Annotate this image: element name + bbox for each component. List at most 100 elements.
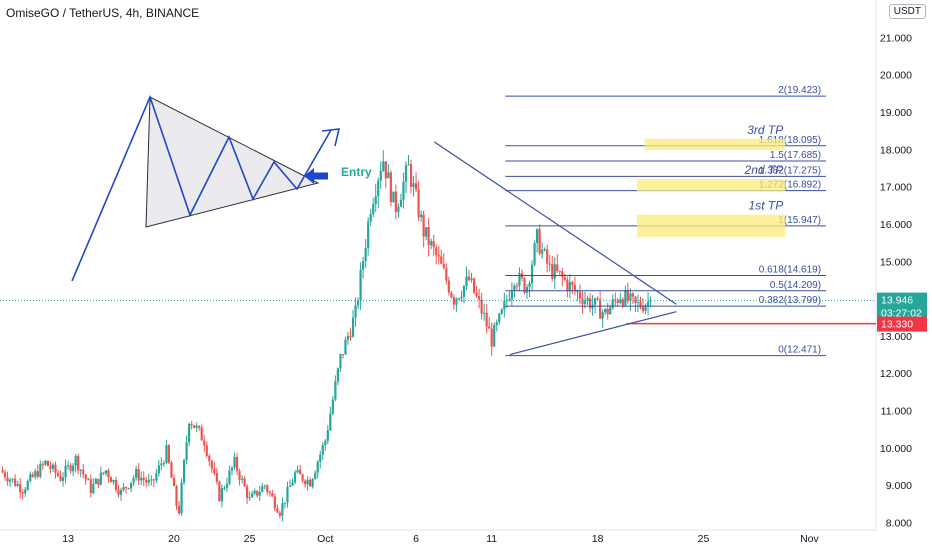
candle-body [404,165,408,182]
candle-body [215,473,218,482]
current-price-label: 13.946 [881,295,913,307]
candle-body [137,469,140,481]
candle-body [593,298,597,305]
candle-body [160,463,163,466]
candle-body [601,312,604,319]
candle-body [422,214,425,237]
candle-body [334,381,337,400]
candle-body [553,264,556,279]
candle-body [455,298,458,305]
y-tick-label: 11.000 [881,406,912,418]
candle-body [402,181,405,200]
triangle-upper-line [433,141,677,305]
currency-button[interactable]: USDT [888,4,926,19]
candle-body [548,263,551,265]
plot-background [0,0,876,530]
candle-body [367,221,370,249]
y-tick-label: 17.000 [880,182,912,194]
candle-body [556,264,559,272]
candle-body [505,300,508,302]
candle-body [240,478,244,480]
candle-body [278,512,281,516]
candle-body [525,287,529,293]
candle-body [165,445,168,463]
candle-body [465,276,468,286]
candle-body [374,196,377,205]
candle-body [271,493,274,497]
triangle-lower-line [509,311,677,356]
entry-arrow-icon [304,168,328,184]
target-label-1: 1st TP [749,199,784,213]
price-axis: 8.0009.00010.00011.00012.00013.00014.000… [880,32,912,529]
candle-body [611,299,614,308]
candle-body [316,462,319,473]
candle-body [3,472,7,478]
x-tick-label: Oct [317,533,333,545]
candle-body [19,484,22,493]
candle-body [331,399,334,414]
candle-body [49,465,52,469]
fib-label-1.5: 1.5(17.685) [770,150,821,161]
candle-body [518,273,521,286]
candle-body [122,487,125,490]
candle-body [351,317,355,337]
candle-body [228,470,231,484]
current-price-badge [877,292,927,321]
candle-body [135,469,138,478]
candle-body [21,492,24,494]
candle-body [41,463,44,465]
fib-label-1: 1(15.947) [778,215,821,226]
candle-body [94,478,97,484]
candle-body [566,279,569,291]
candle-body [286,486,289,503]
candle-body [304,480,307,485]
candle-body [311,478,314,487]
candle-body [571,282,574,286]
candle-body [631,293,635,297]
candle-body [198,425,201,428]
y-tick-label: 8.000 [886,518,912,530]
y-tick-label: 9.000 [886,480,912,492]
candle-body [220,488,223,502]
candle-body [568,282,571,291]
candle-body [132,477,135,483]
candle-body [588,298,592,309]
candle-body [624,290,627,306]
candle-body [513,285,516,291]
candle-body [102,472,105,474]
candle-body [425,227,428,237]
candle-body [508,299,511,301]
fib-label-0.382: 0.382(13.799) [759,295,821,306]
candle-body [261,486,264,492]
candle-body [563,277,566,280]
candle-body [109,477,113,483]
candle-body [6,477,9,482]
candle-body [276,508,279,513]
candle-body [530,264,534,284]
candle-body [180,482,183,514]
candle-body [599,299,602,319]
candle-body [432,241,435,248]
candle-body [210,461,213,469]
candle-body [162,462,166,464]
candle-body [56,472,60,476]
candle-body [586,298,589,301]
target-label-2: 2nd TP [744,163,784,177]
candle-body [604,308,607,313]
candle-body [114,479,118,490]
candle-body [578,291,582,299]
candle-body [535,229,539,243]
candle-body [636,301,640,303]
target-label-3: 3rd TP [747,123,783,137]
candle-body [472,278,476,293]
candle-body [490,328,493,347]
candle-body [447,280,450,293]
candle-body [641,307,645,311]
candle-body [79,469,82,471]
candle-body [74,456,77,466]
candle-body [248,497,251,499]
candle-body [349,335,352,337]
candle-body [29,474,32,482]
candle-body [583,300,587,305]
